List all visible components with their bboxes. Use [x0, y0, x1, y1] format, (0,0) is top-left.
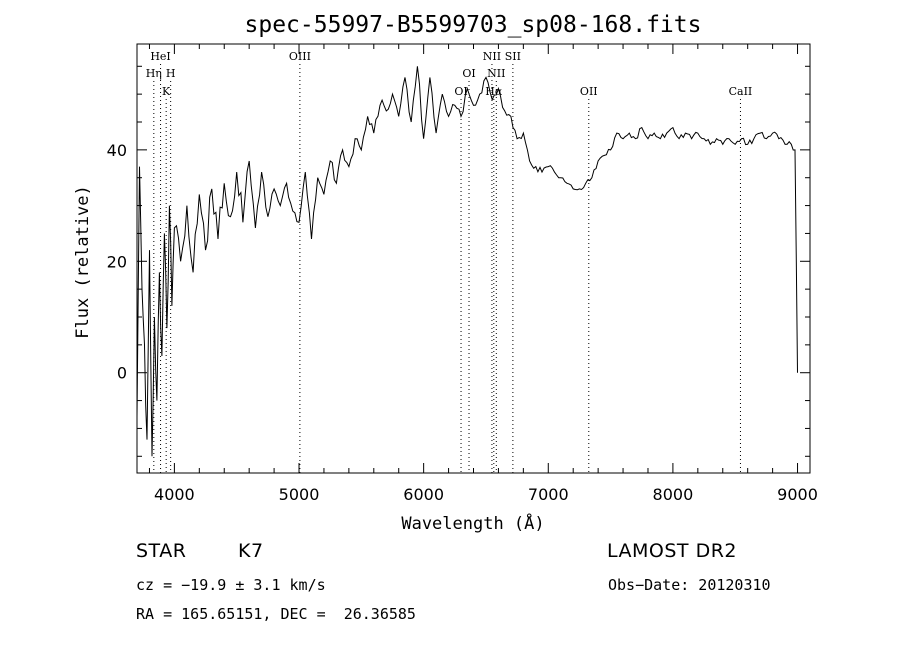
chart-title: spec-55997-B5599703_sp08-168.fits: [245, 12, 702, 38]
y-axis-label: Flux (relative): [73, 185, 93, 339]
y-tick-label-0: 0: [117, 364, 127, 383]
line-marker-label-5: OI: [454, 85, 467, 98]
line-marker-label-3: K: [162, 85, 171, 98]
object-class: STAR: [136, 540, 187, 562]
line-marker-label-2: H: [166, 67, 176, 80]
spectrum-line: [137, 66, 798, 457]
line-marker-label-10: SII: [505, 50, 521, 63]
line-marker-label-8: NII: [487, 67, 505, 80]
x-tick-label-4: 8000: [653, 485, 694, 504]
line-marker-label-6: OI: [462, 67, 475, 80]
y-tick-label-2: 40: [107, 141, 127, 160]
x-tick-label-0: 4000: [154, 485, 195, 504]
line-marker-label-12: CaII: [729, 85, 753, 98]
line-marker-label-7: NII: [483, 50, 501, 63]
line-marker-label-4: OIII: [289, 50, 311, 63]
x-tick-label-2: 6000: [403, 485, 444, 504]
y-tick-label-1: 20: [107, 252, 127, 271]
x-axis-label: Wavelength (Å): [401, 512, 544, 534]
plot-frame: [136, 43, 811, 474]
observation-date: Obs−Date: 20120310: [608, 576, 771, 594]
x-tick-label-1: 5000: [279, 485, 320, 504]
x-tick-label-3: 7000: [528, 485, 569, 504]
redshift-info: cz = −19.9 ± 3.1 km/s: [136, 576, 326, 594]
line-marker-label-1: Hη: [146, 67, 162, 80]
line-marker-label-0: HeI: [150, 50, 170, 63]
survey-name: LAMOST DR2: [607, 540, 737, 562]
line-marker-label-11: OII: [580, 85, 598, 98]
x-tick-label-5: 9000: [777, 485, 818, 504]
object-subclass: K7: [238, 540, 264, 562]
axis-ticks: 4000 5000 6000 7000 8000 9000 0 20 40: [107, 44, 818, 504]
coordinates: RA = 165.65151, DEC = 26.36585: [136, 605, 416, 623]
